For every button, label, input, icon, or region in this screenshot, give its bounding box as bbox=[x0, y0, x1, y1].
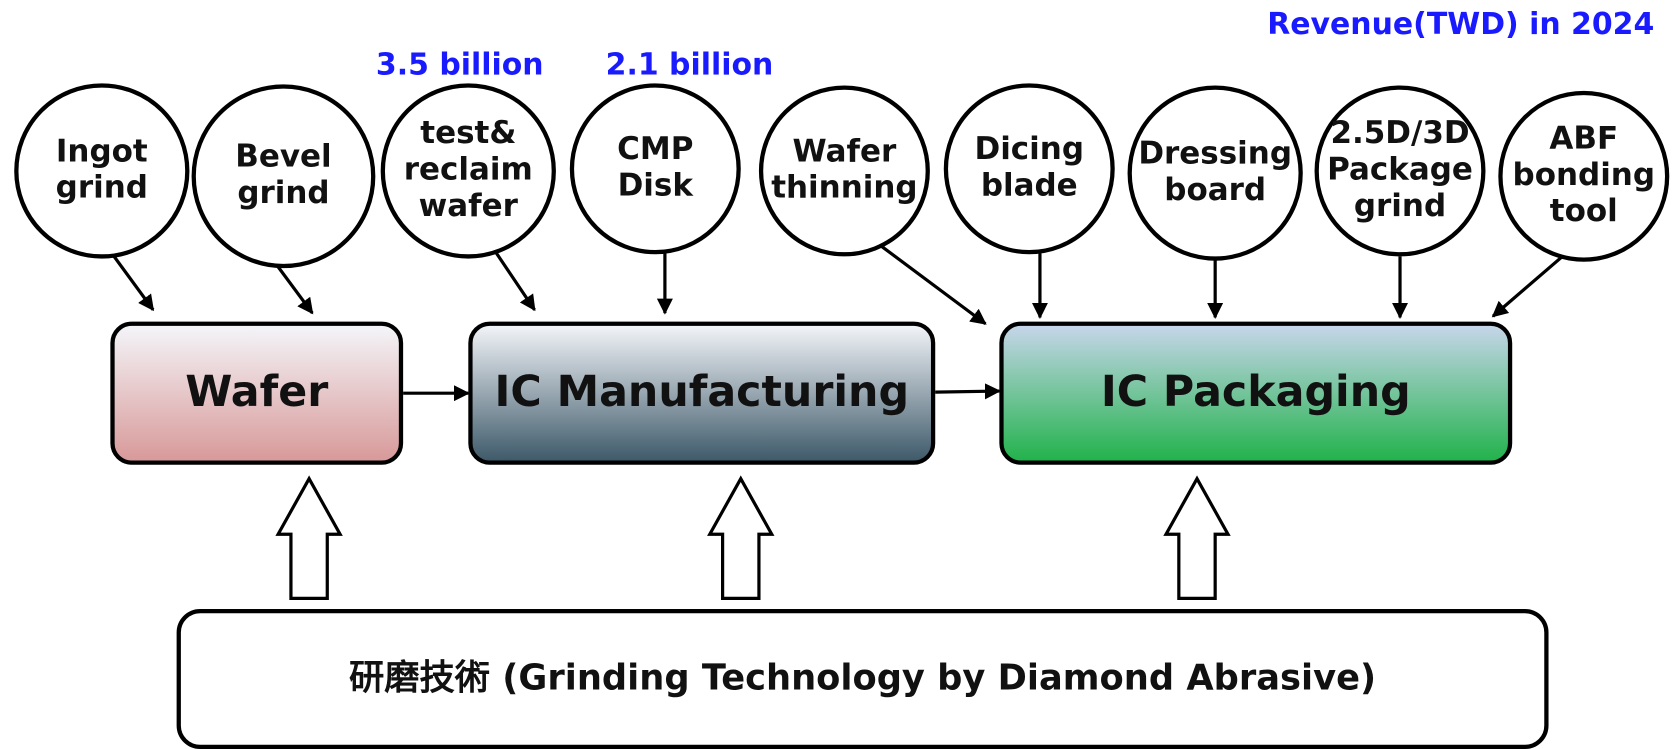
stage-box bbox=[468, 321, 936, 465]
stage-label: IC Packaging bbox=[1101, 367, 1411, 417]
base-box bbox=[176, 609, 1549, 749]
node-label: test& bbox=[420, 115, 516, 151]
up-arrow bbox=[707, 475, 775, 600]
node-label: grind bbox=[237, 175, 329, 211]
node-label: ABF bbox=[1549, 120, 1618, 156]
node-label: grind bbox=[1354, 188, 1446, 224]
node-label: thinning bbox=[771, 170, 917, 206]
stage-box bbox=[999, 321, 1513, 465]
node-circle bbox=[1127, 85, 1303, 261]
revenue-label: 2.1 billion bbox=[606, 48, 774, 83]
node-label: bonding bbox=[1513, 157, 1656, 193]
up-arrow bbox=[1163, 475, 1231, 600]
node-label: Disk bbox=[618, 167, 695, 203]
revenue-label: 3.5 billion bbox=[376, 48, 544, 83]
node-circle bbox=[14, 83, 190, 259]
node-label: blade bbox=[981, 167, 1078, 203]
node-label: Wafer bbox=[793, 133, 897, 169]
node-label: Package bbox=[1327, 151, 1473, 187]
node-label: 2.5D/3D bbox=[1330, 115, 1469, 151]
stage-label: Wafer bbox=[185, 367, 328, 417]
node-circle bbox=[943, 83, 1115, 255]
revenue-title: Revenue(TWD) in 2024 bbox=[1267, 7, 1654, 42]
node-label: CMP bbox=[617, 131, 693, 167]
node-circle bbox=[758, 85, 930, 257]
node-label: tool bbox=[1550, 193, 1618, 229]
arrows bbox=[111, 241, 1564, 402]
node-label: Dicing bbox=[974, 131, 1084, 167]
node-label: Dressing bbox=[1138, 135, 1292, 171]
node-label: Ingot bbox=[56, 133, 148, 169]
up-arrow bbox=[275, 475, 343, 600]
node-label: grind bbox=[56, 170, 148, 206]
node-label: board bbox=[1164, 172, 1266, 208]
stage-box bbox=[110, 321, 404, 465]
node-circle bbox=[1498, 90, 1670, 262]
node-circle bbox=[1314, 85, 1486, 257]
node-label: Bevel bbox=[235, 139, 331, 175]
node-circle bbox=[569, 83, 741, 255]
node-label: wafer bbox=[419, 188, 519, 224]
stage-label: IC Manufacturing bbox=[494, 367, 909, 417]
base-label: 研磨技術 (Grinding Technology by Diamond Abr… bbox=[349, 658, 1376, 699]
node-label: reclaim bbox=[404, 151, 533, 187]
node-circle bbox=[191, 84, 376, 269]
node-circle bbox=[380, 83, 556, 259]
